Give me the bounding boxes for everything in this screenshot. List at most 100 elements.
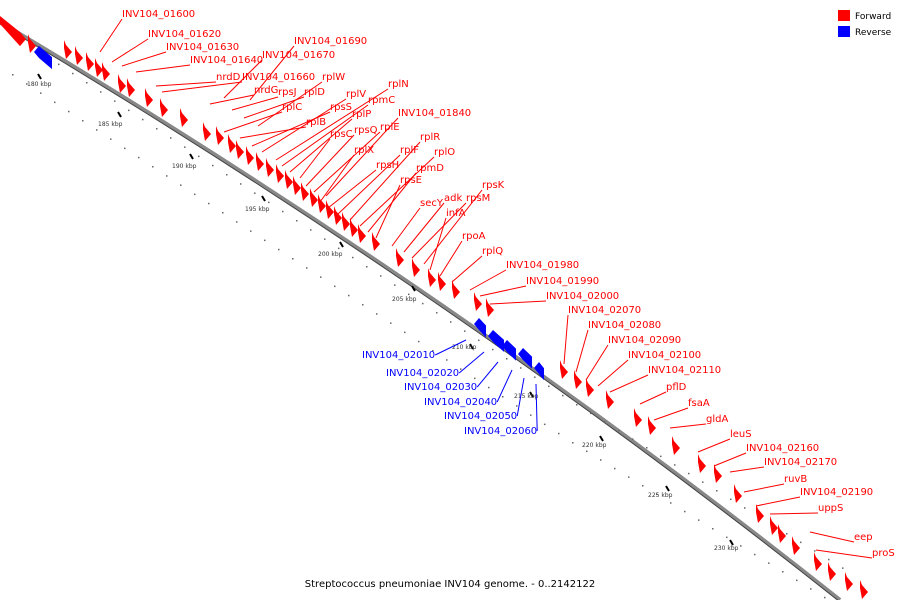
leader-line-forward <box>223 111 283 133</box>
genome-caption: Streptococcus pneumoniae INV104 genome. … <box>305 579 595 590</box>
tick-mark <box>729 539 734 546</box>
leader-line-forward <box>469 269 507 291</box>
leader-line-forward <box>319 154 355 203</box>
gene-forward <box>301 182 309 201</box>
gene-label-forward: INV104_01670 <box>262 50 335 61</box>
leader-line-forward <box>243 96 305 119</box>
position-dot <box>516 405 518 407</box>
gene-label-forward: leuS <box>730 429 752 440</box>
tick-mark <box>261 195 266 202</box>
gene-label-forward: INV104_02100 <box>628 350 701 361</box>
gene-forward <box>792 536 800 555</box>
gene-forward <box>326 200 334 219</box>
position-dot <box>324 238 326 240</box>
legend-reverse-label: Reverse <box>855 28 892 38</box>
position-dots <box>12 36 844 599</box>
gene-forward <box>334 206 342 225</box>
position-dot <box>618 429 620 432</box>
tick-label: 205 kbp <box>392 296 417 303</box>
leader-line-forward <box>713 452 747 467</box>
gene-forward <box>127 78 135 97</box>
tick-mark <box>529 391 534 398</box>
gene-label-forward: eep <box>854 532 873 543</box>
gene-label-forward: rplW <box>322 72 345 83</box>
leader-line-reverse <box>535 383 538 432</box>
position-dot <box>310 229 312 231</box>
position-dot <box>212 164 214 167</box>
position-dot <box>744 507 746 509</box>
gene-label-forward: INV104_01840 <box>398 108 471 119</box>
position-dot <box>534 376 536 378</box>
gene-label-forward: rplF <box>400 145 419 156</box>
position-dot <box>824 596 826 599</box>
gene-forward <box>778 524 786 543</box>
gene-label-reverse: INV104_02030 <box>404 382 477 393</box>
gene-forward <box>474 292 482 311</box>
leader-line-forward <box>575 329 589 373</box>
gene-forward <box>756 504 764 523</box>
kbp-ticks: 180 kbp 185 kbp 190 kbp 195 kbp 200 kbp 205 k… <box>27 73 739 552</box>
leader-line-reverse <box>476 361 499 388</box>
gene-label-forward: INV104_01660 <box>242 72 315 83</box>
position-dot <box>628 476 630 478</box>
leader-line-forward <box>743 483 785 493</box>
genome-backbone <box>0 20 842 600</box>
gene-forward <box>428 268 436 287</box>
gene-forward <box>145 88 153 107</box>
position-dot <box>698 519 700 521</box>
position-dot <box>572 442 574 444</box>
position-dot <box>418 340 420 343</box>
gene-forward <box>586 378 594 397</box>
leader-line-forward <box>815 549 873 559</box>
leader-line-forward <box>653 407 689 421</box>
position-dot <box>656 493 658 496</box>
position-dot <box>768 562 770 564</box>
gene-label-forward: INV104_01980 <box>506 260 579 271</box>
gene-label-forward: rplV <box>346 89 366 100</box>
position-dot <box>740 545 742 547</box>
position-dot <box>642 485 644 487</box>
position-dot <box>254 192 256 194</box>
leader-line-forward <box>375 184 401 239</box>
gene-forward <box>0 16 26 47</box>
position-dot <box>474 377 476 380</box>
position-dot <box>492 348 494 351</box>
position-dot <box>184 146 186 148</box>
gene-label-reverse: INV104_02040 <box>424 397 497 408</box>
position-dot <box>684 510 686 513</box>
position-dot <box>82 120 84 122</box>
gene-forward <box>560 360 568 379</box>
tick-mark <box>665 485 670 492</box>
gene-forward <box>86 52 94 71</box>
gene-label-forward: INV104_02080 <box>588 320 661 331</box>
gene-label-forward: uppS <box>818 503 843 514</box>
gene-forward <box>95 58 103 77</box>
position-dot <box>198 155 200 158</box>
leader-line-forward <box>639 391 667 405</box>
gene-forward <box>634 408 642 427</box>
gene-label-forward: rpsE <box>400 175 422 186</box>
gene-forward <box>814 552 822 571</box>
leader-line-forward <box>411 202 467 259</box>
gene-reverse <box>34 46 52 70</box>
gene-labels: INV104_01600 INV104_01620 INV104_01630 INV1… <box>99 9 895 559</box>
gene-forward <box>216 126 224 145</box>
leader-line-forward <box>755 496 801 507</box>
position-dot <box>530 414 532 416</box>
leader-line-forward <box>209 94 255 105</box>
leader-line-reverse <box>516 377 525 417</box>
position-dot <box>814 550 816 552</box>
position-dot <box>782 571 784 573</box>
gene-forward <box>372 232 380 251</box>
gene-label-forward: secY <box>420 198 444 209</box>
gene-label-forward: rpoA <box>462 231 486 242</box>
position-dot <box>786 533 788 535</box>
position-dot <box>240 183 242 185</box>
position-dot <box>600 459 602 461</box>
leader-line-reverse <box>458 351 485 374</box>
gene-forward <box>266 158 274 177</box>
gene-label-forward: INV104_02170 <box>764 457 837 468</box>
leader-line-forward <box>111 38 149 63</box>
tick-label: 185 kbp <box>98 121 123 128</box>
leader-line-forward <box>239 126 307 139</box>
